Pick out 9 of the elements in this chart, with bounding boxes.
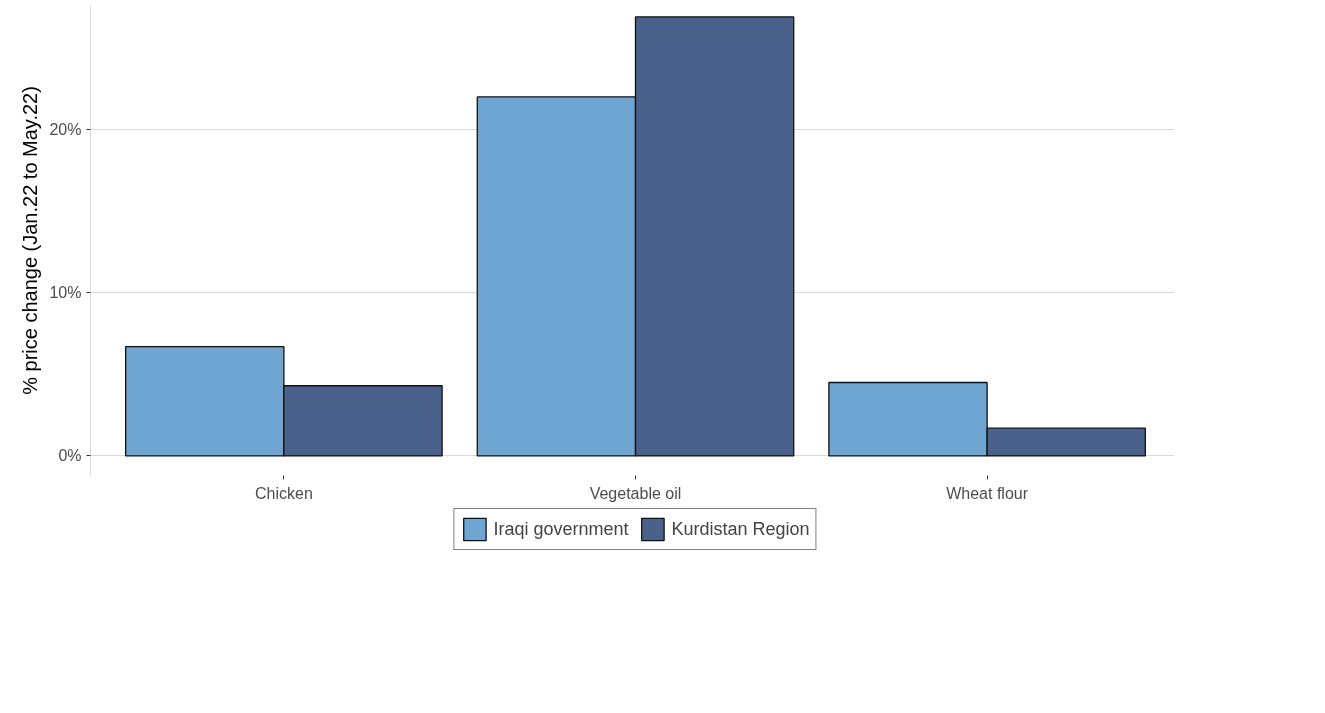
legend-label: Kurdistan Region — [671, 518, 810, 540]
y-tick-label: 10% — [49, 284, 82, 302]
y-tick-label: 0% — [58, 447, 82, 465]
x-tick-label: Vegetable oil — [589, 484, 682, 502]
y-axis-title: % price change (Jan.22 to May.22) — [19, 86, 42, 395]
y-tick-label: 20% — [49, 121, 82, 139]
legend-label: Iraqi government — [493, 518, 629, 540]
x-tick-label: Wheat flour — [946, 484, 1029, 502]
x-tick-label: Chicken — [254, 484, 313, 502]
